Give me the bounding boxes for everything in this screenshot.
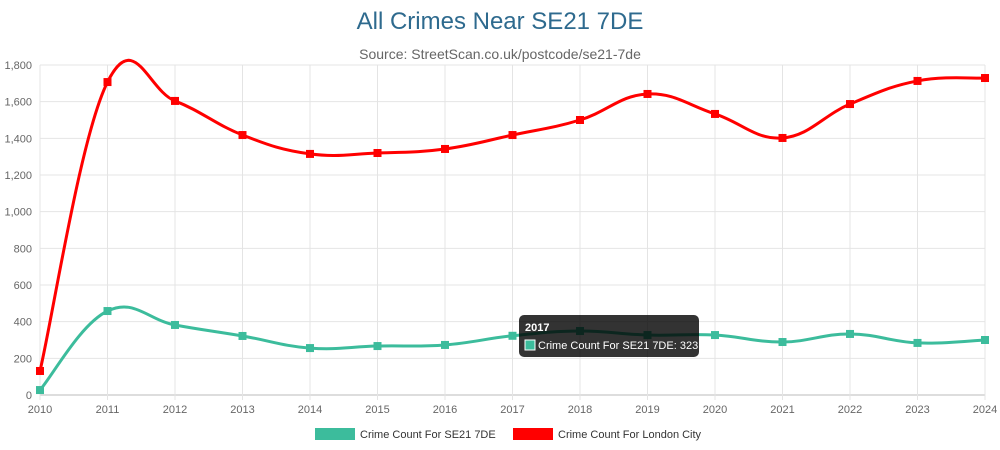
x-tick-label: 2023 <box>905 404 929 416</box>
y-tick-label: 1,000 <box>4 207 32 219</box>
data-point <box>508 331 517 340</box>
data-point <box>171 320 179 329</box>
data-point <box>778 338 787 347</box>
tooltip-label: Crime Count For SE21 7DE: 323 <box>538 340 698 352</box>
y-tick-label: 1,800 <box>4 60 32 72</box>
data-point <box>441 340 449 349</box>
y-tick-label: 0 <box>26 390 32 402</box>
x-tick-label: 2020 <box>703 404 727 416</box>
data-point <box>846 329 854 338</box>
legend-swatch <box>315 428 355 440</box>
data-point <box>373 342 382 351</box>
data-point <box>576 116 584 124</box>
tooltip-box <box>519 315 699 357</box>
x-tick-label: 2022 <box>838 404 862 416</box>
x-tick-label: 2016 <box>433 404 457 416</box>
chart-title: All Crimes Near SE21 7DE <box>356 8 644 35</box>
y-tick-label: 400 <box>14 317 32 329</box>
x-tick-label: 2017 <box>500 404 524 416</box>
x-tick-label: 2018 <box>568 404 592 416</box>
data-point <box>36 366 44 375</box>
data-point <box>36 386 44 395</box>
data-point <box>643 89 652 98</box>
data-point <box>306 149 314 158</box>
x-tick-label: 2024 <box>973 404 997 416</box>
x-tick-label: 2015 <box>365 404 389 416</box>
data-point <box>373 149 382 157</box>
data-point <box>171 96 179 105</box>
data-point <box>846 100 854 109</box>
x-tick-label: 2011 <box>96 404 120 416</box>
data-point <box>103 307 112 316</box>
y-tick-label: 1,400 <box>4 133 32 145</box>
data-point <box>913 76 922 85</box>
data-point <box>711 331 719 340</box>
data-point <box>508 131 517 140</box>
tooltip-swatch <box>524 339 536 351</box>
tooltip: 2017 Crime Count For SE21 7DE: 323 <box>519 315 699 357</box>
data-point <box>778 133 787 142</box>
x-tick-label: 2013 <box>230 404 254 416</box>
chart-subtitle: Source: StreetScan.co.uk/postcode/se21-7… <box>359 46 641 62</box>
tooltip-title: 2017 <box>525 322 549 334</box>
data-point <box>981 74 989 83</box>
data-point <box>238 131 247 140</box>
legend-label: Crime Count For SE21 7DE <box>360 429 496 441</box>
data-point <box>711 109 719 118</box>
y-tick-label: 200 <box>14 353 32 365</box>
x-tick-label: 2010 <box>28 404 52 416</box>
x-tick-label: 2021 <box>770 404 794 416</box>
data-point <box>306 344 314 353</box>
y-tick-label: 600 <box>14 280 32 292</box>
data-point <box>913 338 922 347</box>
data-point <box>103 78 112 87</box>
y-tick-label: 800 <box>14 243 32 255</box>
data-point <box>238 331 247 340</box>
data-point <box>981 336 989 344</box>
y-tick-label: 1,200 <box>4 170 32 182</box>
y-tick-label: 1,600 <box>4 97 32 109</box>
legend-label: Crime Count For London City <box>558 429 702 441</box>
data-point <box>441 144 449 153</box>
legend-swatch <box>513 428 553 440</box>
x-tick-label: 2019 <box>635 404 659 416</box>
series-line <box>38 58 986 372</box>
x-tick-label: 2012 <box>163 404 187 416</box>
x-tick-label: 2014 <box>298 404 322 416</box>
